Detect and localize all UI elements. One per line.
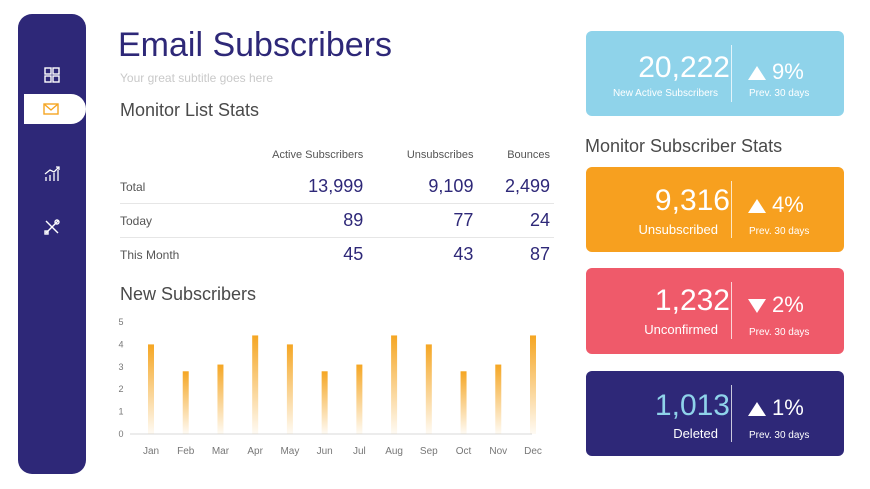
table-row: Total 13,999 9,109 2,499 — [120, 170, 554, 204]
sidebar-item-dashboard[interactable] — [18, 58, 86, 92]
table-cell: 24 — [477, 203, 554, 238]
x-tick-label: Mar — [212, 446, 230, 457]
x-tick-label: Jun — [317, 446, 333, 457]
page-title: Email Subscribers — [118, 26, 392, 64]
column-header: Unsubscribes — [406, 149, 474, 161]
row-label: Today — [120, 203, 219, 238]
chart-bar — [425, 344, 432, 434]
x-tick-label: Dec — [524, 446, 542, 457]
sidebar-item-email[interactable] — [0, 92, 86, 126]
stat-label: Unconfirmed — [644, 322, 718, 337]
stat-value: 20,222 — [638, 51, 730, 84]
chart-bar — [252, 335, 259, 434]
chart-bar — [217, 364, 224, 434]
row-label: Total — [120, 170, 219, 204]
stat-value: 9,316 — [654, 184, 730, 217]
y-tick-label: 0 — [118, 429, 123, 439]
row-label: This Month — [120, 247, 180, 262]
stat-label: Deleted — [673, 426, 718, 441]
column-header: Bounces — [507, 149, 550, 161]
x-tick-label: Apr — [247, 446, 263, 457]
stat-period: Prev. 30 days — [749, 226, 810, 237]
y-tick-label: 3 — [118, 362, 123, 372]
chart-bar — [148, 344, 154, 434]
stat-value: 1,013 — [654, 389, 730, 422]
stat-card-deleted: 1,013 Deleted 1% Prev. 30 days — [586, 371, 844, 456]
stat-card-new-active: 20,222 New Active Subscribers 9% Prev. 3… — [586, 31, 844, 116]
x-tick-label: Oct — [456, 446, 472, 457]
page-subtitle: Your great subtitle goes here — [120, 71, 273, 85]
table-cell: 9,109 — [367, 170, 478, 204]
arrow-up-icon — [748, 402, 766, 417]
tools-icon — [44, 219, 60, 235]
x-tick-label: Aug — [385, 446, 403, 457]
chart-bar — [356, 364, 363, 434]
list-stats-table: Active Subscribers Unsubscribes Bounces … — [120, 146, 554, 271]
stat-change: 2% — [748, 292, 804, 318]
x-tick-label: Jan — [143, 446, 159, 457]
chart-bar — [495, 364, 502, 434]
chart-bar — [321, 371, 328, 434]
stat-change: 9% — [748, 59, 804, 85]
y-tick-label: 2 — [118, 384, 123, 394]
column-header: Active Subscribers — [272, 149, 364, 161]
table-row: This Month 45 43 87 — [120, 238, 554, 272]
chart-bar — [460, 371, 467, 434]
dashboard-icon — [44, 67, 60, 83]
mail-icon — [43, 103, 59, 115]
x-tick-label: Sep — [420, 446, 438, 457]
chart-bar — [286, 344, 293, 434]
list-stats-heading: Monitor List Stats — [120, 100, 260, 120]
stat-card-unconfirmed: 1,232 Unconfirmed 2% Prev. 30 days — [586, 268, 844, 354]
x-tick-label: Feb — [177, 446, 195, 457]
sidebar-item-analytics[interactable] — [18, 157, 86, 191]
stat-period: Prev. 30 days — [749, 88, 810, 99]
stat-value: 1,232 — [654, 284, 730, 317]
chart-bar — [182, 371, 189, 434]
stat-period: Prev. 30 days — [749, 430, 810, 441]
y-tick-label: 4 — [118, 339, 123, 349]
table-row: Today 89 77 24 — [120, 203, 554, 238]
stat-label: New Active Subscribers — [612, 88, 718, 99]
table-cell: 89 — [218, 203, 368, 238]
table-cell: 13,999 — [218, 170, 368, 204]
chart-icon — [44, 166, 60, 181]
y-tick-label: 5 — [118, 317, 123, 327]
table-cell: 77 — [367, 203, 478, 238]
table-cell: 43 — [453, 244, 474, 264]
sidebar-item-settings[interactable] — [18, 210, 86, 244]
table-cell: 45 — [343, 244, 364, 264]
subscriber-stats-heading: Monitor Subscriber Stats — [585, 136, 783, 156]
y-tick-label: 1 — [118, 407, 123, 417]
x-tick-label: Nov — [489, 446, 507, 457]
stat-label: Unsubscribed — [638, 222, 719, 237]
table-cell: 87 — [529, 244, 550, 264]
sidebar — [18, 14, 86, 474]
x-tick-label: May — [280, 446, 299, 457]
new-subscribers-chart: 0 1 2 3 4 5 Jan Feb Mar Apr May Jun Jul Aug Sep Oct Nov D… — [118, 317, 542, 457]
arrow-up-icon — [748, 199, 766, 214]
chart-bar — [391, 335, 398, 434]
new-subscribers-heading: New Subscribers — [120, 284, 257, 304]
x-tick-label: Jul — [353, 446, 366, 457]
table-cell: 2,499 — [477, 170, 554, 204]
stat-card-unsubscribed: 9,316 Unsubscribed 4% Prev. 30 days — [586, 167, 844, 252]
stat-period: Prev. 30 days — [749, 327, 810, 338]
arrow-down-icon — [748, 299, 766, 314]
chart-bar — [530, 335, 536, 434]
stat-change: 1% — [748, 395, 804, 421]
stat-change: 4% — [748, 192, 804, 218]
arrow-up-icon — [748, 66, 766, 81]
